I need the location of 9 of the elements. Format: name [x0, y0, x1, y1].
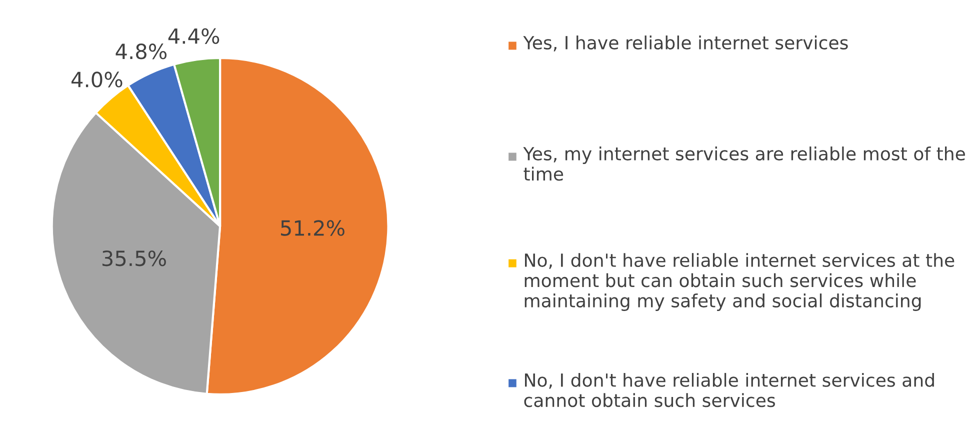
- data-label: 4.4%: [168, 28, 220, 44]
- data-label: 51.2%: [281, 220, 344, 236]
- legend-label: Yes, my internet services are reliable most of the time: [523, 146, 965, 181]
- data-label: 4.0%: [72, 72, 122, 88]
- legend-label: No, I don't have reliable internet services and cannot obtain such services: [524, 372, 934, 408]
- legend-label: No, I don't have reliable internet services at the moment but can obtain such services while maintaining my safety and social distancing: [524, 253, 954, 311]
- legend-label: Yes, I have reliable internet services: [523, 36, 848, 52]
- data-label: 4.8%: [116, 44, 167, 60]
- data-label: 35.5%: [102, 250, 166, 266]
